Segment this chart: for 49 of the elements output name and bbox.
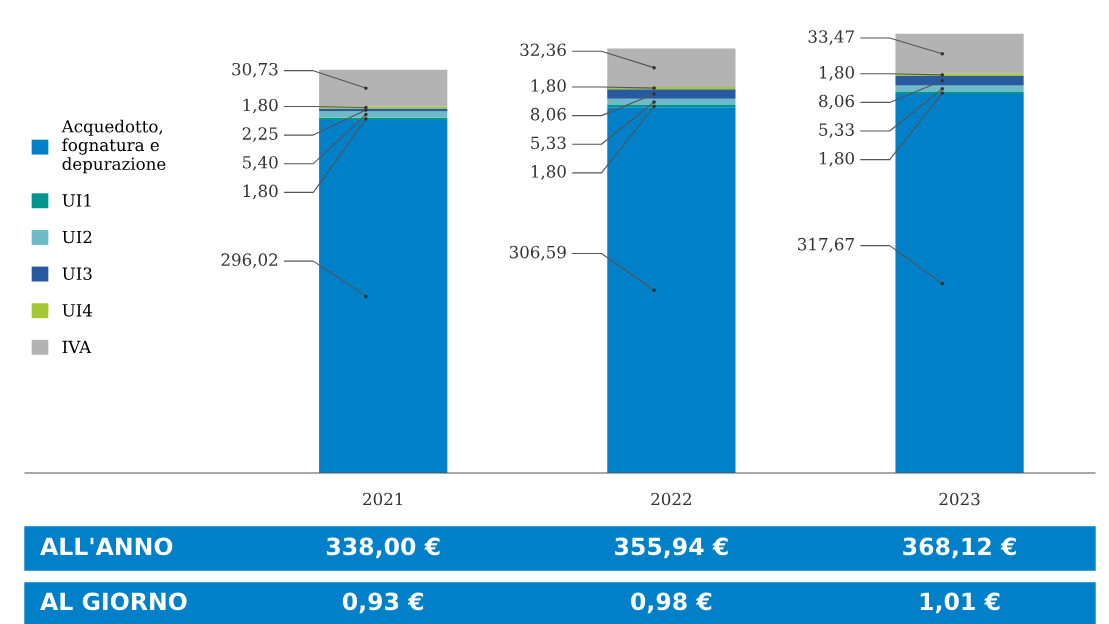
data-label: 306,59 [509, 245, 566, 261]
total-label: 355,94 € [615, 537, 728, 559]
text: AL GIORNO [40, 592, 187, 611]
bar [319, 119, 448, 473]
bar [607, 107, 736, 473]
bar [607, 98, 736, 106]
bar [895, 33, 1024, 74]
legend-label: UI1 [62, 194, 91, 207]
data-label: 5,33 [819, 123, 854, 138]
bar [895, 85, 1024, 92]
x-tick-label: 2022 [651, 492, 691, 506]
total-label: 368,12 € [903, 537, 1016, 559]
bar [319, 111, 448, 118]
data-label: 1,80 [820, 66, 854, 81]
data-label: 1,80 [243, 184, 278, 200]
data-label: 5,33 [531, 136, 566, 152]
data-label: 30,73 [232, 62, 278, 78]
bar [319, 117, 448, 120]
data-label: 2,25 [242, 127, 278, 142]
text: ALL'ANNO [40, 537, 173, 556]
text: 1,01 € [920, 592, 1000, 614]
bar [895, 91, 1024, 95]
data-label: 317,67 [798, 237, 854, 253]
data-label: 5,40 [243, 155, 278, 171]
x-tick-label: 2023 [939, 492, 980, 506]
legend-label: UI3 [62, 267, 92, 280]
bar [607, 89, 736, 99]
data-label: 8,06 [530, 107, 566, 123]
data-label: 1,80 [531, 165, 566, 180]
data-label: 33,47 [808, 30, 854, 45]
data-label: 296,02 [221, 253, 278, 268]
bar [607, 105, 736, 108]
legend-label: Acquedotto, fognatura e depurazione [61, 119, 166, 174]
bar [895, 75, 1024, 86]
legend-label: UI2 [62, 230, 92, 244]
data-label: 8,06 [819, 94, 855, 110]
total-label: 338,00 € [326, 537, 440, 559]
data-label: 32,36 [520, 43, 566, 59]
text: 0,98 € [631, 592, 712, 614]
legend-label: IVA [62, 340, 92, 354]
legend-label: UI4 [62, 304, 93, 317]
bar [607, 48, 736, 87]
data-label: 1,80 [820, 151, 854, 167]
bar [319, 69, 448, 107]
x-tick-label: 2021 [363, 492, 403, 506]
bar [895, 94, 1024, 473]
data-label: 1,80 [531, 79, 566, 94]
data-label: 1,80 [243, 98, 278, 114]
text: 0,93 € [342, 592, 424, 614]
